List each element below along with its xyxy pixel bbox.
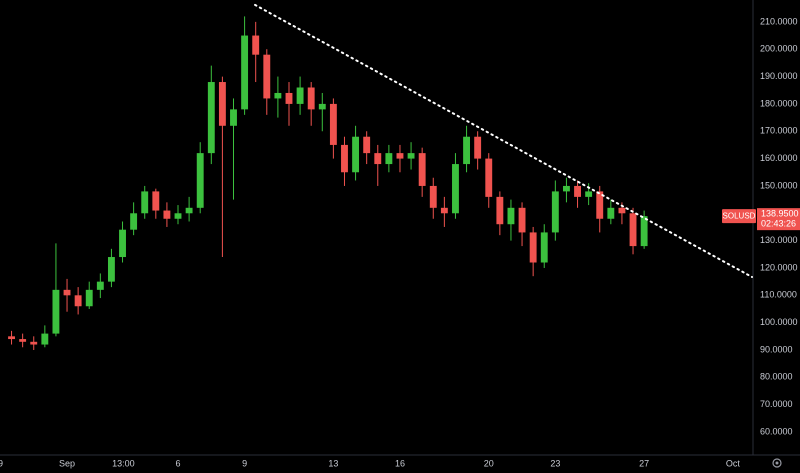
candle-body bbox=[640, 216, 648, 247]
x-tick-label: Sep bbox=[59, 458, 75, 468]
y-tick-label: 130.0000 bbox=[760, 235, 798, 245]
candle-body bbox=[41, 333, 49, 345]
candle-body bbox=[596, 191, 604, 219]
y-tick-label: 150.0000 bbox=[760, 180, 798, 190]
y-tick-label: 100.0000 bbox=[760, 317, 798, 327]
price-label: 138.9500 bbox=[761, 209, 799, 219]
candle-body bbox=[585, 191, 593, 197]
candle-body bbox=[452, 164, 459, 214]
candle-body bbox=[63, 289, 71, 296]
x-tick-label: 9 bbox=[242, 458, 247, 468]
candle-body bbox=[574, 185, 581, 197]
candle-body bbox=[418, 153, 426, 186]
candle-body bbox=[529, 232, 537, 263]
candle-body bbox=[52, 289, 60, 334]
candle-body bbox=[96, 281, 104, 290]
x-tick-label: 23 bbox=[550, 458, 560, 468]
candle-body bbox=[241, 35, 249, 110]
candle-body bbox=[551, 191, 559, 233]
settings-gear-center[interactable] bbox=[775, 461, 779, 465]
candle-body bbox=[230, 109, 237, 126]
candle-body bbox=[318, 103, 326, 110]
candle-body bbox=[19, 339, 27, 342]
x-tick-label: 13:00 bbox=[112, 458, 135, 468]
candle-body bbox=[496, 196, 504, 225]
candle-body bbox=[429, 185, 437, 208]
candle-body bbox=[30, 341, 38, 345]
candle-body bbox=[540, 232, 548, 263]
candle-body bbox=[307, 87, 315, 110]
candle-body bbox=[174, 213, 182, 219]
price-tag bbox=[757, 208, 800, 231]
x-tick-label: 20 bbox=[484, 458, 494, 468]
symbol-tag bbox=[722, 209, 756, 224]
candle-body bbox=[607, 207, 615, 219]
y-tick-label: 80.0000 bbox=[760, 372, 793, 382]
candle-body bbox=[74, 295, 82, 307]
x-tick-label: 9 bbox=[0, 458, 3, 468]
countdown-label: 02:43:26 bbox=[761, 219, 796, 229]
x-tick-label: 6 bbox=[176, 458, 181, 468]
candle-body bbox=[163, 210, 171, 219]
candle-body bbox=[185, 207, 193, 214]
candle-body bbox=[107, 257, 115, 282]
candle-body bbox=[507, 207, 515, 225]
y-tick-label: 120.0000 bbox=[760, 262, 798, 272]
trendline bbox=[254, 3, 753, 278]
candle-body bbox=[263, 54, 271, 99]
candle-body bbox=[218, 82, 226, 126]
y-tick-label: 180.0000 bbox=[760, 98, 798, 108]
x-tick-label: 16 bbox=[395, 458, 405, 468]
candle-body bbox=[352, 136, 360, 173]
candle-body bbox=[407, 153, 415, 159]
y-tick-label: 170.0000 bbox=[760, 126, 798, 136]
candle-body bbox=[518, 207, 526, 233]
y-tick-label: 190.0000 bbox=[760, 71, 798, 81]
y-tick-label: 90.0000 bbox=[760, 344, 793, 354]
candle-body bbox=[252, 35, 260, 55]
settings-gear[interactable] bbox=[772, 458, 782, 468]
candle-body bbox=[329, 103, 337, 145]
candle-body bbox=[141, 191, 149, 214]
candle-body bbox=[285, 92, 293, 104]
candle-body bbox=[485, 158, 493, 197]
candle-body bbox=[296, 87, 304, 104]
candle-body bbox=[119, 229, 126, 258]
candle-body bbox=[363, 136, 371, 154]
candle-body bbox=[563, 185, 570, 192]
y-tick-label: 70.0000 bbox=[760, 399, 793, 409]
candle-body bbox=[341, 144, 348, 173]
x-tick-label: Oct bbox=[726, 458, 741, 468]
y-tick-label: 60.0000 bbox=[760, 426, 793, 436]
candle-body bbox=[152, 191, 160, 211]
candle-body bbox=[474, 136, 482, 159]
symbol-label: SOLUSD bbox=[723, 211, 756, 220]
candle-body bbox=[274, 92, 282, 99]
candle-body bbox=[130, 213, 138, 230]
candle-body bbox=[629, 213, 637, 247]
candle-body bbox=[196, 153, 204, 208]
candle-body bbox=[207, 82, 215, 154]
y-tick-label: 210.0000 bbox=[760, 16, 798, 26]
y-tick-label: 200.0000 bbox=[760, 44, 798, 54]
y-tick-label: 160.0000 bbox=[760, 153, 798, 163]
candle-body bbox=[618, 207, 626, 214]
x-tick-label: 13 bbox=[328, 458, 338, 468]
x-tick-label: 27 bbox=[639, 458, 649, 468]
candle-body bbox=[374, 153, 382, 165]
candle-body bbox=[85, 289, 93, 307]
candle-body bbox=[396, 153, 404, 159]
settings-icon[interactable] bbox=[772, 458, 782, 468]
candle-body bbox=[8, 336, 15, 340]
y-tick-label: 110.0000 bbox=[760, 290, 797, 300]
candle-body bbox=[385, 153, 393, 165]
candle-body bbox=[440, 207, 448, 214]
candle-body bbox=[463, 136, 470, 165]
